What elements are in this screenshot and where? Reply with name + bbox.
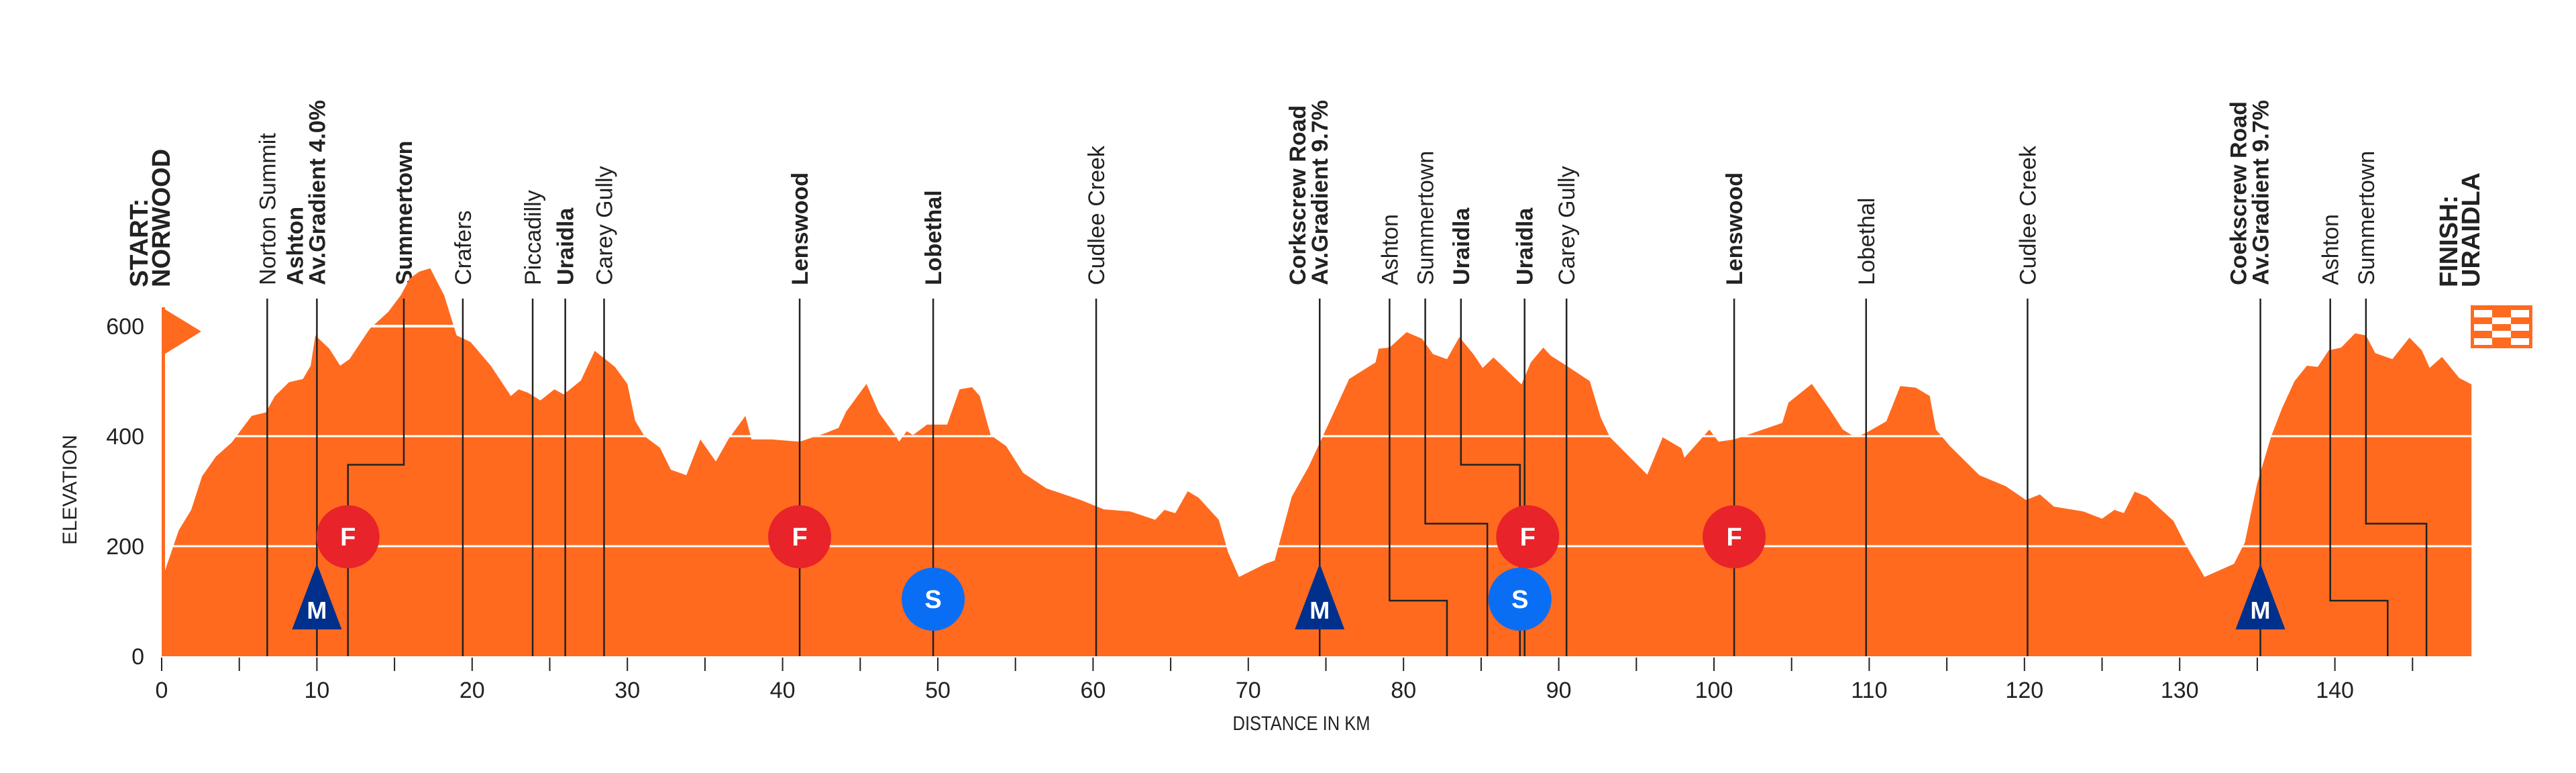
start-flag-icon — [162, 307, 201, 354]
svg-text:F: F — [1726, 523, 1741, 552]
waypoint-label: Uraidla — [553, 207, 579, 285]
waypoint-label: Crafers — [451, 211, 476, 285]
x-tick-label: 30 — [614, 678, 640, 703]
waypoint-label: Piccadilly — [521, 190, 546, 285]
waypoint-label: Summertown — [2354, 151, 2379, 285]
waypoint-leader-line — [2365, 299, 2428, 656]
waypoint-leader-line — [2329, 299, 2389, 656]
waypoint-label: Av.Gradient 9.7% — [1307, 100, 1333, 285]
x-tick-label: 100 — [1695, 678, 1733, 703]
x-tick-label: 40 — [770, 678, 796, 703]
elevation-area — [162, 268, 2472, 656]
start-flag-pole — [162, 307, 165, 656]
x-tick-label: 110 — [1851, 678, 1887, 703]
x-tick-label: 10 — [304, 678, 329, 703]
sprint-marker-icon: S — [1488, 568, 1552, 631]
waypoint-label: URAIDLA — [2457, 172, 2485, 287]
waypoint-label: Summertown — [392, 141, 417, 285]
feed-zone-marker-icon: F — [1496, 505, 1560, 568]
waypoint-label: Ashton — [2318, 214, 2344, 285]
svg-text:F: F — [1520, 523, 1536, 552]
waypoint-label: Cudlee Creek — [1084, 145, 1110, 285]
svg-text:M: M — [1309, 597, 1330, 624]
waypoint-label: Summertown — [1413, 151, 1439, 285]
mountain-marker-icon: M — [1295, 564, 1345, 629]
waypoint-label: Cudlee Creek — [2015, 145, 2041, 285]
waypoint-label: Ashton — [1377, 214, 1403, 285]
waypoint-label: Lobethal — [921, 190, 947, 285]
waypoint-label: NORWOOD — [148, 149, 176, 287]
axes: ELEVATION DISTANCE IN KM 0 200 400 600 0 10 20… — [59, 314, 2414, 734]
x-tick-label: 140 — [2316, 678, 2354, 703]
x-tick-label: 0 — [156, 678, 168, 703]
waypoint-label: Carey Gully — [592, 166, 617, 285]
svg-text:F: F — [792, 523, 807, 552]
x-tick-label: 70 — [1236, 678, 1261, 703]
y-tick-label: 200 — [106, 534, 144, 560]
waypoint-label: Corkscrew Road — [1285, 105, 1311, 285]
feed-zone-marker-icon: F — [768, 505, 832, 568]
mountain-marker-icon: M — [2235, 564, 2286, 629]
waypoint-label: Lenswood — [1722, 172, 1748, 285]
waypoint-label: Lenswood — [788, 172, 813, 285]
flags — [162, 305, 2532, 354]
y-axis-title: ELEVATION — [59, 435, 81, 545]
waypoint-label: Carey Gully — [1554, 166, 1580, 285]
finish-flag-icon — [2471, 305, 2532, 348]
waypoint-label: Uraidla — [1449, 207, 1474, 285]
mountain-marker-icon: M — [292, 564, 342, 629]
svg-text:S: S — [1511, 586, 1528, 614]
feed-zone-marker-icon: F — [316, 505, 380, 568]
y-tick-label: 400 — [106, 424, 144, 450]
x-tick-label: 130 — [2161, 678, 2199, 703]
waypoint-label: Av.Gradient 4.0% — [305, 100, 330, 285]
waypoint-label: START: — [125, 199, 154, 287]
x-tick-label: 20 — [460, 678, 485, 703]
x-tick-label: 90 — [1546, 678, 1572, 703]
x-tick-label: 80 — [1391, 678, 1416, 703]
svg-text:M: M — [307, 597, 327, 624]
sprint-marker-icon: S — [902, 568, 965, 631]
gridlines — [165, 325, 2482, 548]
waypoint-label: Coekscrew Road — [2226, 101, 2252, 285]
markers: M F F S M S F F M — [292, 505, 2286, 631]
waypoint-label: Uraidla — [1513, 207, 1538, 285]
x-tick-label: 50 — [925, 678, 951, 703]
svg-text:F: F — [340, 523, 356, 552]
waypoint-label: Ashton — [282, 207, 308, 285]
waypoint-label: FINISH: — [2435, 195, 2463, 287]
waypoint-leader-line — [1389, 299, 1448, 656]
waypoint-label: Av.Gradient 9.7% — [2249, 100, 2274, 285]
x-tick-label: 60 — [1080, 678, 1106, 703]
feed-zone-marker-icon: F — [1703, 505, 1766, 568]
elevation-profile — [162, 268, 2472, 656]
x-tick-label: 120 — [2005, 678, 2043, 703]
y-tick-label: 0 — [131, 644, 144, 670]
waypoint-label: Lobethal — [1854, 198, 1880, 285]
x-axis-title: DISTANCE IN KM — [1233, 712, 1371, 734]
svg-text:S: S — [924, 586, 941, 614]
waypoint-labels: START:NORWOOD Norton Summit AshtonAv.Gradi… — [125, 100, 2485, 287]
y-tick-label: 600 — [106, 314, 144, 340]
svg-text:M: M — [2251, 597, 2271, 624]
waypoint-leader-line — [1424, 299, 1489, 656]
waypoint-label: Norton Summit — [255, 133, 280, 285]
